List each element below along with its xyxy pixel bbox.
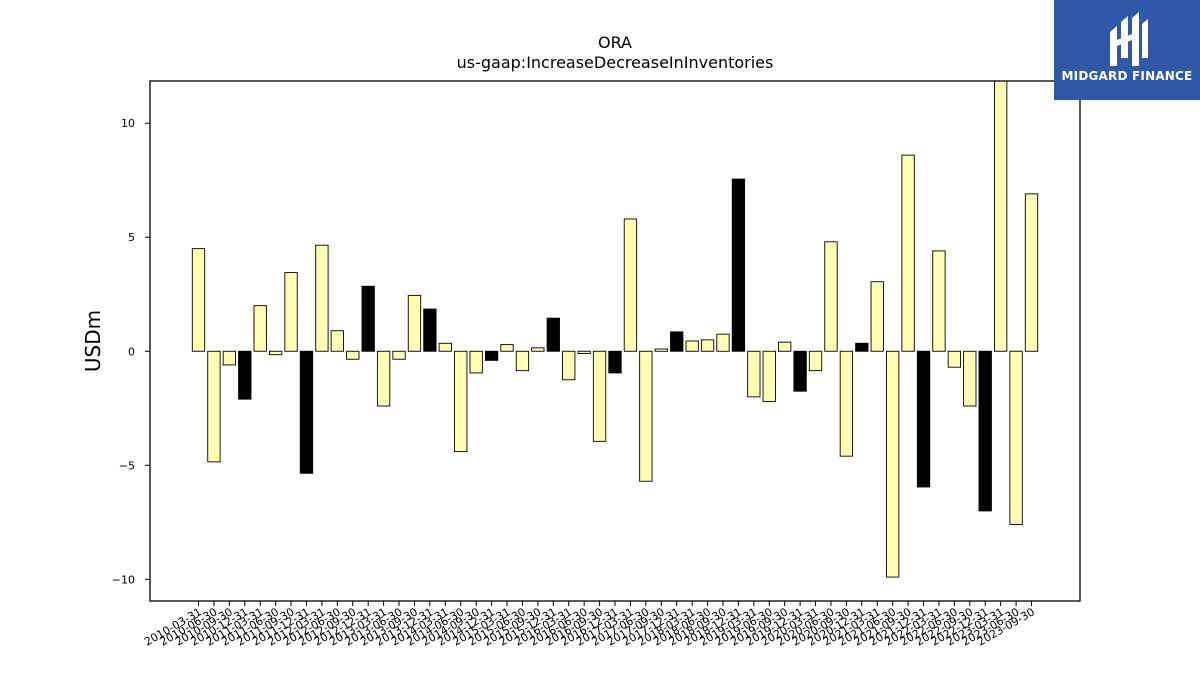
plot-frame [149, 80, 1081, 602]
y-tick-label: −5 [119, 459, 135, 472]
chart-subtitle: us-gaap:IncreaseDecreaseInInventories [457, 53, 774, 72]
y-axis-label: USDm [81, 310, 105, 372]
bar-2013-03-31 [376, 350, 391, 407]
bar-2017-03-31 [623, 218, 638, 352]
bar-2015-03-31 [500, 343, 514, 352]
bar-2021-09-30 [901, 154, 915, 352]
bar-2017-06-30 [639, 350, 653, 482]
y-tick-label: 0 [128, 345, 135, 358]
bar-2018-09-30 [716, 333, 730, 352]
x-axis-ticks: 2010-03-312010-06-302010-09-302010-12-31… [142, 601, 1037, 649]
bar-2023-09-30 [1024, 193, 1039, 352]
bar-2014-09-30 [469, 350, 483, 374]
bar-2016-12-31 [608, 350, 622, 374]
bar-2022-09-30 [963, 350, 977, 407]
bar-2010-12-31 [238, 350, 252, 400]
bar-2020-12-31 [855, 342, 869, 352]
bar-2021-03-31 [870, 281, 884, 352]
bar-2016-09-30 [592, 350, 607, 442]
bar-2014-03-31 [438, 342, 452, 352]
bar-2020-03-31 [808, 350, 823, 372]
bar-2013-09-30 [407, 294, 422, 352]
bar-2013-06-30 [392, 350, 406, 360]
bar-2014-06-30 [454, 350, 468, 453]
bar-2021-06-30 [886, 350, 900, 578]
bar-2012-09-30 [346, 350, 360, 360]
brand-name: MIDGARD FINANCE [1061, 69, 1193, 83]
bar-2018-06-30 [700, 339, 715, 352]
brand-logo: MIDGARD FINANCE [1054, 0, 1200, 100]
bar-2019-06-30 [762, 350, 776, 402]
bar-2017-12-31 [670, 331, 684, 352]
midgard-logo-icon [1110, 12, 1148, 66]
bar-2023-03-31 [994, 80, 1008, 352]
y-axis-ticks: −10 −5 0 5 10 [112, 117, 150, 586]
bar-2010-03-31 [191, 248, 206, 352]
bar-2017-09-30 [654, 348, 668, 352]
bars-group [191, 80, 1039, 578]
bar-2011-12-31 [299, 350, 314, 474]
chart-title: ORA [598, 33, 632, 52]
bar-2018-12-31 [731, 178, 746, 352]
bar-2011-09-30 [284, 272, 298, 352]
y-tick-label: 5 [128, 231, 135, 244]
bar-2019-03-31 [747, 350, 761, 398]
bar-2020-09-30 [839, 350, 854, 457]
bar-2023-06-30 [1009, 350, 1023, 526]
bar-2015-12-31 [546, 317, 560, 352]
bar-2015-06-30 [515, 350, 530, 372]
bar-2016-03-31 [562, 350, 576, 381]
bar-2011-06-30 [268, 350, 283, 356]
bar-2022-06-30 [947, 350, 962, 368]
bar-2022-03-31 [932, 250, 946, 352]
bar-2012-03-31 [315, 244, 329, 352]
bar-2010-09-30 [222, 350, 236, 366]
bar-2011-03-31 [253, 305, 267, 352]
bar-2022-12-31 [978, 350, 992, 512]
bar-2019-12-31 [793, 350, 807, 392]
y-tick-label: −10 [112, 573, 135, 586]
bar-2019-09-30 [778, 341, 792, 352]
bar-2021-12-31 [916, 350, 931, 488]
y-tick-label: 10 [121, 117, 135, 130]
bar-2010-06-30 [207, 350, 221, 463]
bar-2016-06-30 [577, 350, 591, 354]
bar-2020-06-30 [824, 241, 838, 352]
bar-2018-03-31 [685, 340, 699, 352]
bar-2015-09-30 [531, 347, 545, 352]
bar-2012-06-30 [330, 330, 344, 352]
bar-2013-12-31 [423, 308, 437, 352]
bar-2012-12-31 [361, 285, 375, 352]
bar-2014-12-31 [484, 350, 499, 361]
